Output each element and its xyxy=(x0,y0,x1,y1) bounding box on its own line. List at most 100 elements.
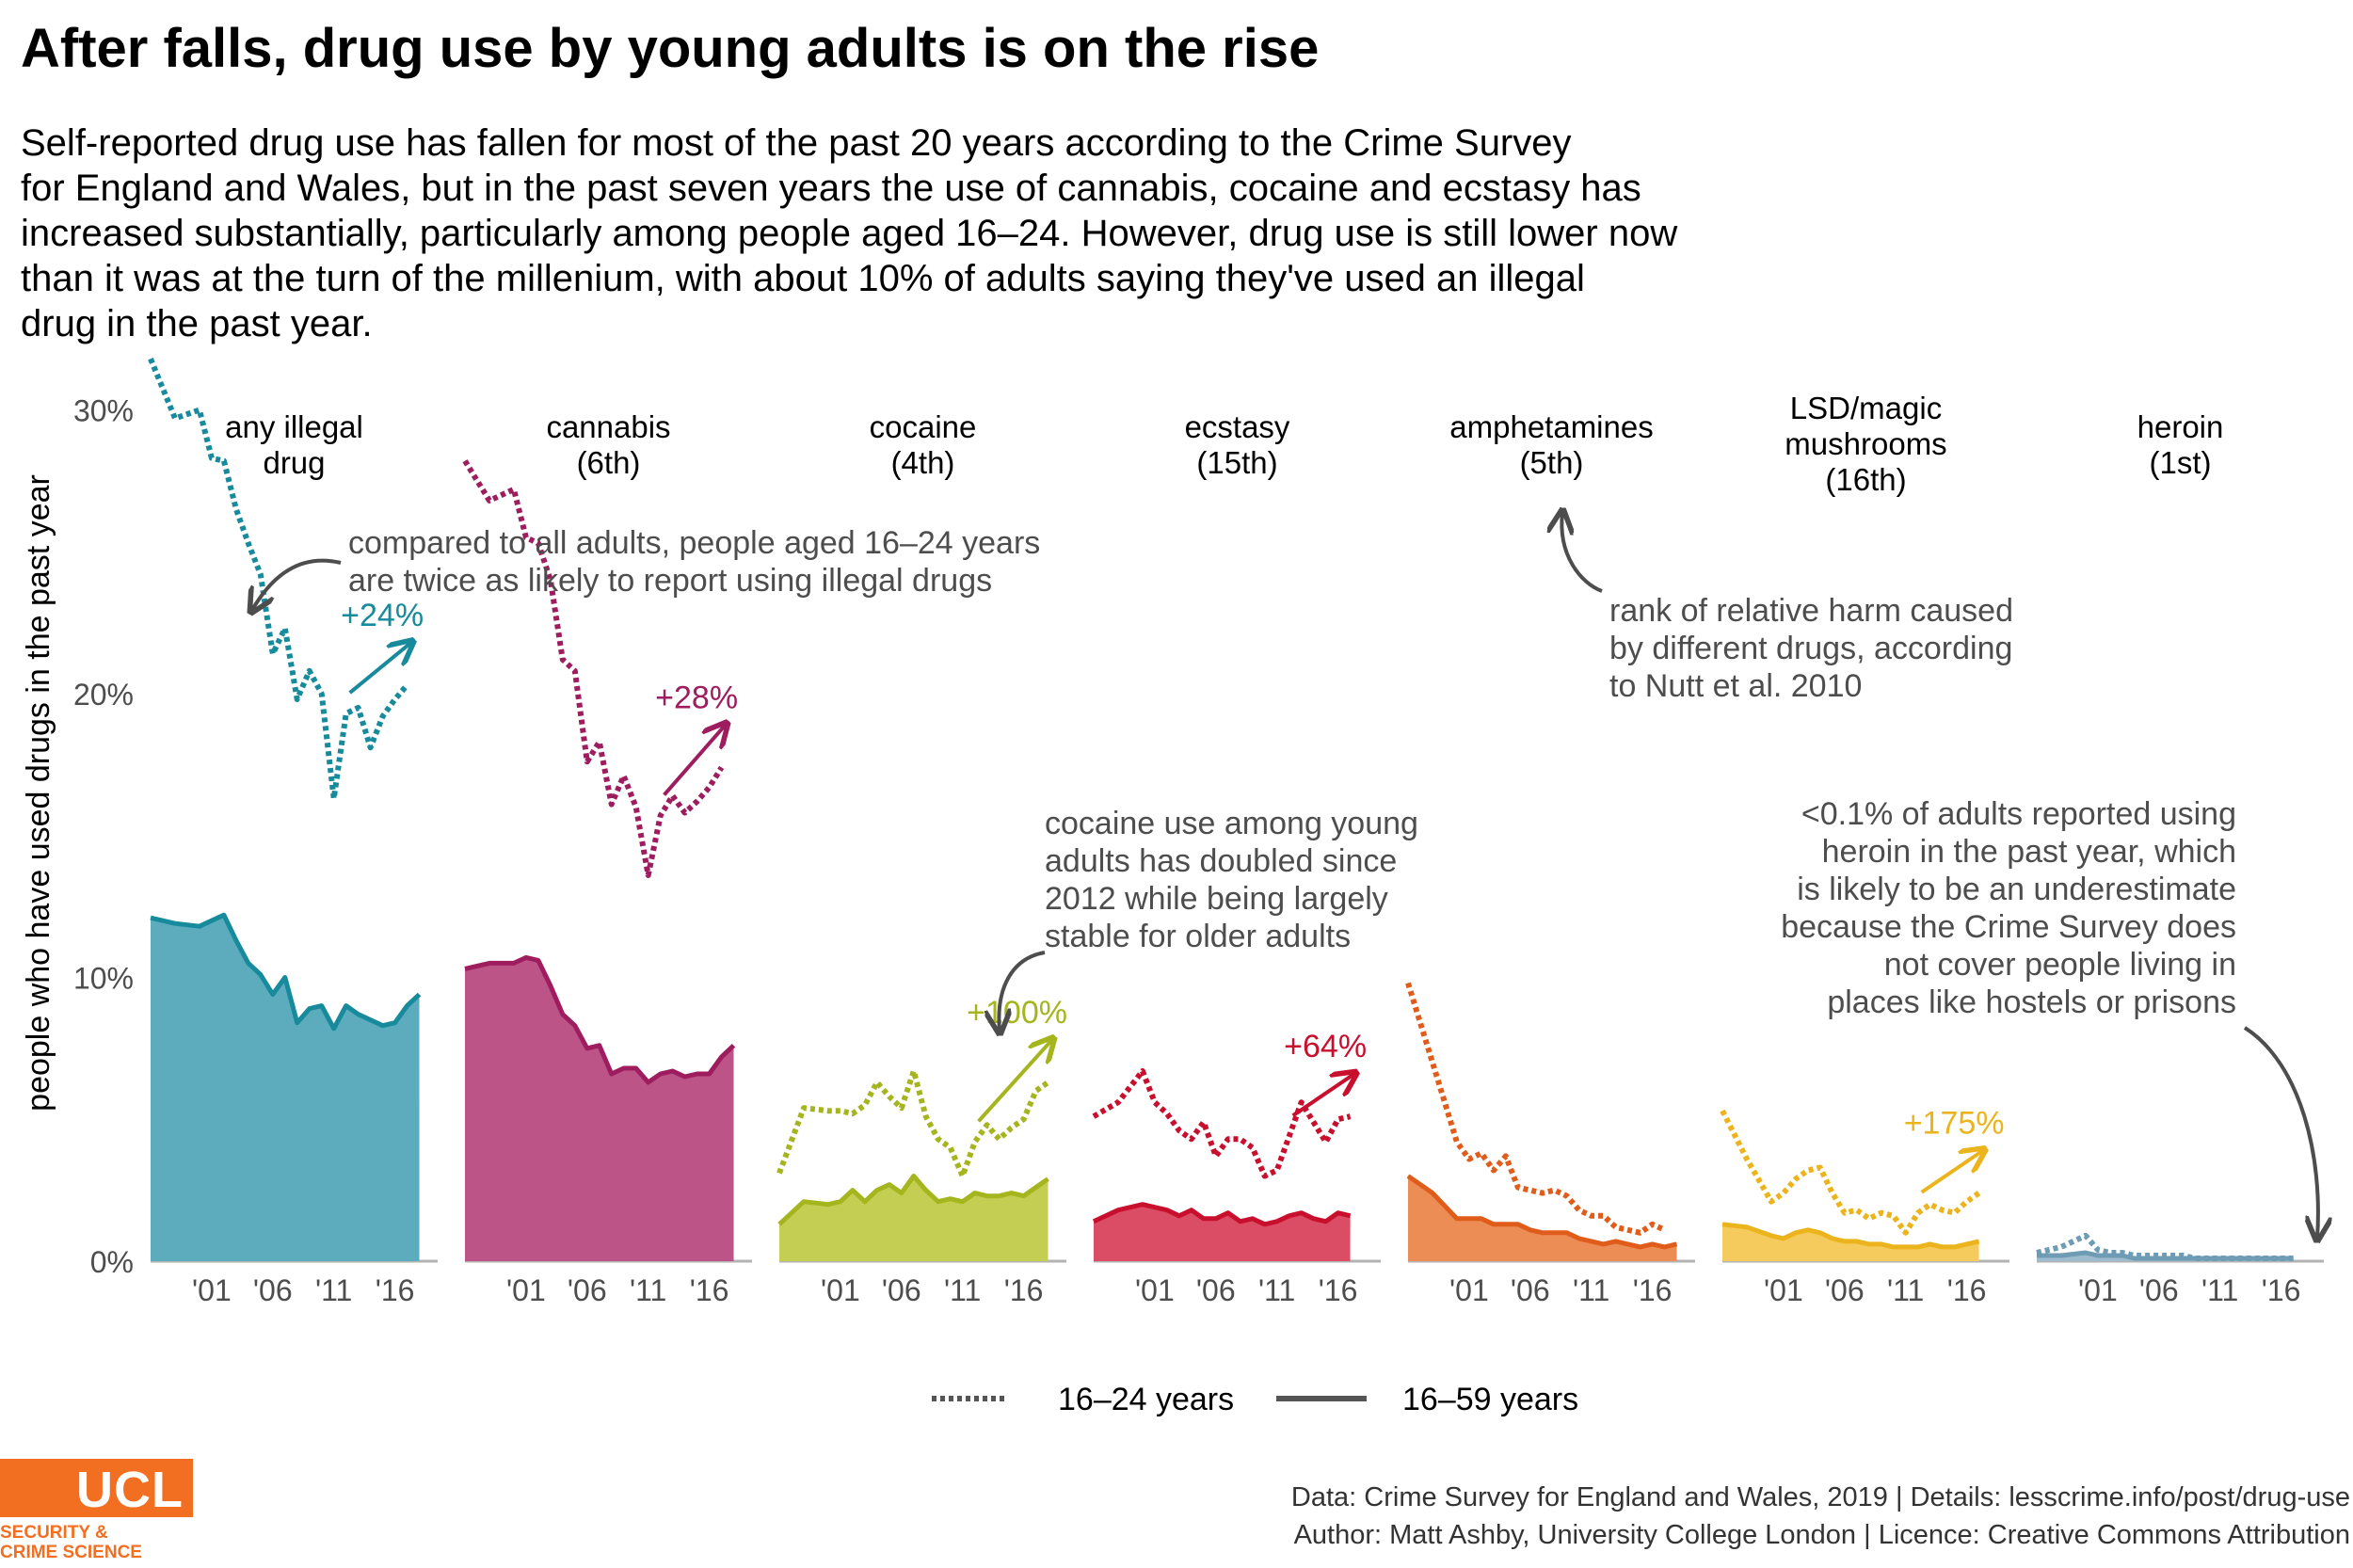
x-tick-label: '16 xyxy=(1947,1273,1987,1307)
chart-title: After falls, drug use by young adults is… xyxy=(21,18,1320,79)
legend-label-16-24: 16–24 years xyxy=(1058,1382,1234,1417)
line-16-24 xyxy=(776,1068,1050,1179)
ucl-logo-sub-line: CRIME SCIENCE xyxy=(0,1543,142,1562)
panel-title-line: cocaine xyxy=(870,409,977,444)
annotation-heroin-line: not cover people living in xyxy=(1884,947,2236,983)
change-arrow xyxy=(977,1040,1052,1123)
annotation-heroin-line: places like hostels or prisons xyxy=(1827,984,2236,1020)
area-16-59 xyxy=(465,957,734,1261)
x-tick-label: '11 xyxy=(944,1273,981,1307)
panel-title-line: (4th) xyxy=(891,445,955,480)
change-arrow xyxy=(348,643,411,695)
line-16-59 xyxy=(1092,1202,1352,1227)
panel-title-line: (15th) xyxy=(1196,445,1277,480)
annotation-cocaine-line: 2012 while being largely xyxy=(1045,881,1388,917)
x-tick-label: '11 xyxy=(1887,1273,1924,1307)
legend: 16–24 years 16–59 years xyxy=(932,1382,1578,1417)
line-16-24 xyxy=(148,358,409,802)
x-tick-label: '16 xyxy=(1319,1273,1358,1307)
line-16-59 xyxy=(2037,1250,2294,1261)
ucl-logo-sub: SECURITY & CRIME SCIENCE xyxy=(0,1523,193,1562)
subtitle-line: than it was at the turn of the millenium… xyxy=(21,258,1585,299)
annotation-heroin-line: is likely to be an underestimate xyxy=(1797,872,2236,907)
change-arrow xyxy=(663,725,726,796)
panel-title-line: ecstasy xyxy=(1185,409,1290,444)
x-tick-label: '11 xyxy=(630,1273,666,1307)
annotation-harm-rank-arrow xyxy=(1561,513,1603,593)
annotation-harm-rank-line: by different drugs, according xyxy=(1609,631,2012,666)
annotations-layer: compared to all adults, people aged 16–2… xyxy=(252,513,2318,1238)
change-label: +28% xyxy=(655,680,738,715)
x-tick-label: '01 xyxy=(506,1273,546,1307)
x-tick-label: '06 xyxy=(1825,1273,1865,1307)
area-16-59 xyxy=(1094,1204,1351,1261)
x-tick-label: '16 xyxy=(1633,1273,1673,1307)
line-16-59 xyxy=(1406,1174,1678,1250)
ucl-logo-bar: UCL xyxy=(0,1459,193,1518)
y-tick-label: 30% xyxy=(73,393,134,427)
x-tick-label: '11 xyxy=(315,1273,352,1307)
footer-source: Data: Crime Survey for England and Wales… xyxy=(1290,1482,2350,1512)
y-tick-label: 0% xyxy=(90,1245,134,1279)
annotation-young-adults-line: compared to all adults, people aged 16–2… xyxy=(348,525,1040,561)
change-arrow xyxy=(1291,1074,1354,1117)
annotation-young-adults-arrow xyxy=(252,558,342,610)
y-tick-label: 10% xyxy=(73,961,134,995)
line-16-24 xyxy=(1720,1109,1981,1236)
panel-ecstasy: ecstasy(15th) '01 '06 '11 '16 +64% xyxy=(1092,409,1381,1307)
annotation-heroin-line: <0.1% of adults reported using xyxy=(1801,796,2236,832)
subtitle-line: drug in the past year. xyxy=(21,303,373,344)
line-16-59 xyxy=(150,912,422,1032)
panel-title-line: (16th) xyxy=(1825,462,1906,497)
change-label: +100% xyxy=(967,995,1067,1031)
line-16-59 xyxy=(1721,1222,1980,1250)
x-tick-label: '01 xyxy=(2078,1273,2118,1307)
annotation-cocaine-line: cocaine use among young xyxy=(1045,806,1418,841)
x-tick-label: '06 xyxy=(2139,1273,2179,1307)
x-tick-label: '16 xyxy=(1004,1273,1044,1307)
x-tick-label: '01 xyxy=(192,1273,232,1307)
area-16-59 xyxy=(151,915,420,1261)
line-16-59 xyxy=(464,954,736,1085)
ucl-logo-text: UCL xyxy=(76,1462,184,1518)
x-tick-label: '11 xyxy=(1573,1273,1609,1307)
panel-cannabis: cannabis(6th) '01 '06 '11 '16 +28% xyxy=(462,409,752,1307)
panel-amphetamines: amphetamines(5th) '01 '06 '11 '16 xyxy=(1405,409,1695,1307)
legend-label-16-59: 16–59 years xyxy=(1402,1382,1578,1417)
y-axis: 0% 10% 20% 30% people who have used drugs in… xyxy=(21,393,134,1279)
panel-title-line: (5th) xyxy=(1520,445,1584,480)
area-16-59 xyxy=(1408,1176,1677,1261)
panel-title-line: (1st) xyxy=(2150,445,2212,480)
ucl-logo: UCL SECURITY & CRIME SCIENCE xyxy=(0,1459,193,1562)
subtitle-line: for England and Wales, but in the past s… xyxy=(21,168,1641,209)
annotation-young-adults: compared to all adults, people aged 16–2… xyxy=(348,525,1040,599)
panel-title-line: any illegal xyxy=(225,409,363,444)
panels-layer: any illegaldrug'01'06'11'16+24%cannabis(… xyxy=(148,358,2324,1307)
x-tick-label: '01 xyxy=(1135,1273,1175,1307)
annotation-heroin-line: because the Crime Survey does xyxy=(1781,909,2236,945)
x-tick-label: '01 xyxy=(1449,1273,1489,1307)
x-tick-label: '16 xyxy=(376,1273,415,1307)
annotation-cocaine-line: stable for older adults xyxy=(1045,919,1351,954)
chart-subtitle: Self-reported drug use has fallen for mo… xyxy=(21,120,1997,346)
area-16-59 xyxy=(779,1176,1048,1261)
x-tick-label: '11 xyxy=(1258,1273,1295,1307)
y-axis-label: people who have used drugs in the past y… xyxy=(21,474,56,1112)
line-16-59 xyxy=(777,1174,1049,1226)
change-label: +64% xyxy=(1284,1029,1367,1064)
annotation-heroin-arrow xyxy=(2243,1026,2318,1238)
subtitle-line: Self-reported drug use has fallen for mo… xyxy=(21,122,1572,164)
y-tick-label: 20% xyxy=(73,678,134,712)
x-tick-label: '06 xyxy=(253,1273,293,1307)
panel-cocaine: cocaine(4th) '01 '06 '11 '16 +100% xyxy=(776,409,1067,1307)
change-arrow xyxy=(1920,1151,1983,1194)
panel-title-line: cannabis xyxy=(546,409,670,444)
footer-author: Author: Matt Ashby, University College L… xyxy=(1293,1520,2350,1550)
panel-title-line: LSD/magic xyxy=(1790,391,1942,425)
line-16-24 xyxy=(1405,982,1666,1236)
